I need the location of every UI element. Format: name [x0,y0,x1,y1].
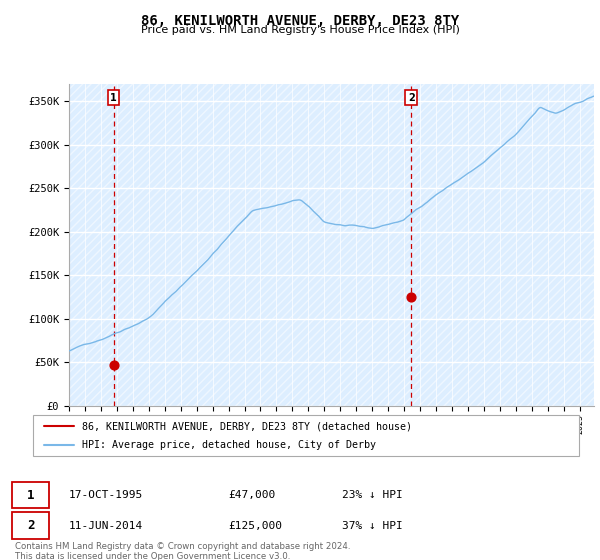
Text: Contains HM Land Registry data © Crown copyright and database right 2024.
This d: Contains HM Land Registry data © Crown c… [15,542,350,560]
Text: £47,000: £47,000 [228,490,275,500]
Text: 23% ↓ HPI: 23% ↓ HPI [342,490,403,500]
FancyBboxPatch shape [33,416,579,456]
Point [406,293,416,302]
Text: 2: 2 [27,519,34,533]
Text: 37% ↓ HPI: 37% ↓ HPI [342,521,403,531]
Text: 86, KENILWORTH AVENUE, DERBY, DE23 8TY: 86, KENILWORTH AVENUE, DERBY, DE23 8TY [141,14,459,28]
Text: 1: 1 [27,488,34,502]
Text: 86, KENILWORTH AVENUE, DERBY, DE23 8TY (detached house): 86, KENILWORTH AVENUE, DERBY, DE23 8TY (… [82,421,412,431]
Text: £125,000: £125,000 [228,521,282,531]
Text: 11-JUN-2014: 11-JUN-2014 [69,521,143,531]
Point [109,361,118,370]
Text: Price paid vs. HM Land Registry's House Price Index (HPI): Price paid vs. HM Land Registry's House … [140,25,460,35]
Text: 2: 2 [408,93,415,103]
Text: 17-OCT-1995: 17-OCT-1995 [69,490,143,500]
Text: HPI: Average price, detached house, City of Derby: HPI: Average price, detached house, City… [82,441,376,450]
Text: 1: 1 [110,93,117,103]
